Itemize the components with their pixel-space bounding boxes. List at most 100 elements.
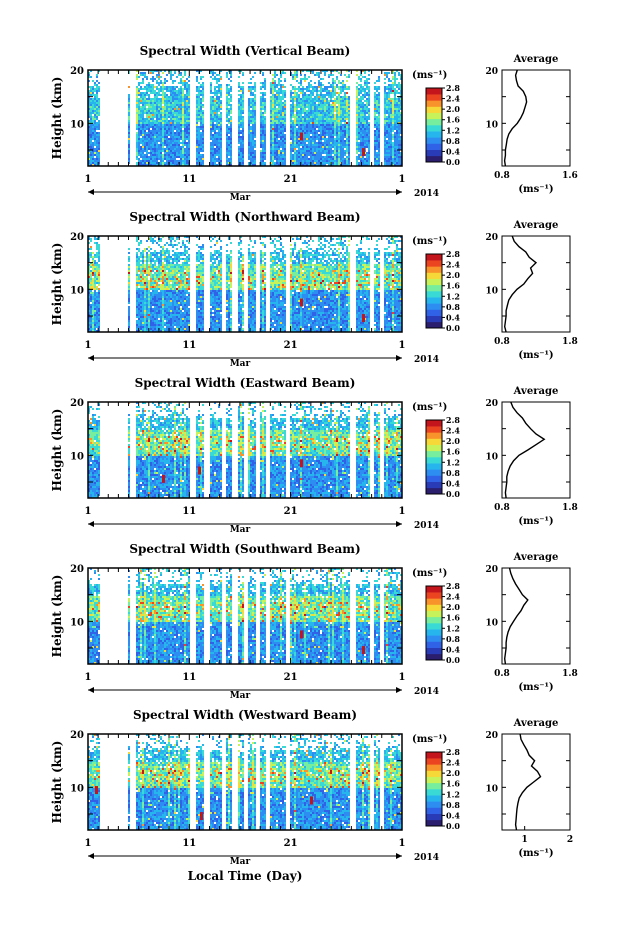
average-profile-line xyxy=(505,402,544,498)
month-label: Mar xyxy=(230,857,251,867)
avg-y-tick-label: 20 xyxy=(485,233,498,243)
colorbar xyxy=(426,254,445,328)
y-tick-label: 20 xyxy=(70,398,84,409)
avg-x-tick-label: 1 xyxy=(522,835,528,845)
avg-x-label: (ms⁻¹) xyxy=(518,682,553,693)
x-tick-label: 21 xyxy=(284,506,298,517)
colorbar-tick-label: 0.8 xyxy=(446,302,460,312)
colorbar-tick-label: 0.4 xyxy=(446,644,460,654)
average-title: Average xyxy=(513,220,559,231)
colorbar xyxy=(426,420,445,494)
y-tick-label: 20 xyxy=(70,232,84,243)
colorbar-tick-label: 0.4 xyxy=(446,810,460,820)
x-tick-label: 1 xyxy=(85,506,92,517)
avg-y-tick-label: 10 xyxy=(485,120,498,130)
x-tick-label: 11 xyxy=(182,174,196,185)
colorbar-unit: (ms⁻¹) xyxy=(412,568,447,579)
panel-title: Spectral Width (Vertical Beam) xyxy=(140,44,351,58)
avg-x-label: (ms⁻¹) xyxy=(518,350,553,361)
colorbar-tick-label: 2.0 xyxy=(446,270,460,280)
colorbar-tick-label: 2.0 xyxy=(446,602,460,612)
colorbar-tick-label: 0.0 xyxy=(446,489,460,499)
avg-x-tick-label: 1.6 xyxy=(562,171,578,181)
x-tick-label: 11 xyxy=(182,506,196,517)
colorbar-tick-label: 0.4 xyxy=(446,478,460,488)
year-label: 2014 xyxy=(414,355,439,365)
colorbar xyxy=(426,586,445,660)
colorbar-tick-label: 0.8 xyxy=(446,800,460,810)
panel-title: Spectral Width (Northward Beam) xyxy=(129,210,360,224)
colorbar-tick-label: 2.4 xyxy=(446,426,460,436)
panel-title: Spectral Width (Southward Beam) xyxy=(129,542,360,556)
avg-y-tick-label: 20 xyxy=(485,565,498,575)
month-label: Mar xyxy=(230,359,251,369)
x-axis-label: Local Time (Day) xyxy=(188,869,303,883)
colorbar-tick-label: 2.4 xyxy=(446,260,460,270)
colorbar-tick-label: 1.6 xyxy=(446,281,460,291)
avg-x-tick-label: 0.8 xyxy=(494,171,510,181)
avg-y-tick-label: 10 xyxy=(485,618,498,628)
y-axis-label: Height (km) xyxy=(50,741,64,824)
y-tick-label: 20 xyxy=(70,564,84,575)
y-axis-label: Height (km) xyxy=(50,409,64,492)
colorbar-tick-label: 2.8 xyxy=(446,415,460,425)
colorbar-tick-label: 1.6 xyxy=(446,447,460,457)
average-profile-line xyxy=(505,70,527,166)
avg-x-tick-label: 0.8 xyxy=(494,669,510,679)
avg-y-tick-label: 10 xyxy=(485,286,498,296)
average-profile-line xyxy=(505,236,536,332)
x-tick-label: 1 xyxy=(399,174,406,185)
avg-x-tick-label: 2 xyxy=(567,835,573,845)
year-label: 2014 xyxy=(414,853,439,863)
avg-x-label: (ms⁻¹) xyxy=(518,848,553,859)
avg-x-label: (ms⁻¹) xyxy=(518,184,553,195)
plot-frame xyxy=(88,734,402,830)
colorbar-tick-label: 2.0 xyxy=(446,104,460,114)
colorbar-tick-label: 1.2 xyxy=(446,789,460,799)
colorbar-tick-label: 0.0 xyxy=(446,655,460,665)
panel-3: Spectral Width (Southward Beam)1 11 21 1Mar… xyxy=(50,542,578,701)
x-tick-label: 1 xyxy=(399,340,406,351)
y-tick-label: 20 xyxy=(70,730,84,741)
colorbar-tick-label: 2.8 xyxy=(446,581,460,591)
avg-y-tick-label: 20 xyxy=(485,731,498,741)
avg-x-tick-label: 1.8 xyxy=(562,503,578,513)
average-title: Average xyxy=(513,54,559,65)
avg-x-tick-label: 1.8 xyxy=(562,337,578,347)
colorbar-tick-label: 0.0 xyxy=(446,323,460,333)
average-profile-line xyxy=(505,568,528,664)
x-tick-label: 11 xyxy=(182,838,196,849)
avg-y-tick-label: 20 xyxy=(485,399,498,409)
x-tick-label: 1 xyxy=(399,672,406,683)
y-tick-label: 10 xyxy=(70,451,84,462)
colorbar-tick-label: 1.6 xyxy=(446,779,460,789)
x-tick-label: 1 xyxy=(399,506,406,517)
y-tick-label: 10 xyxy=(70,119,84,130)
figure: Spectral Width (Vertical Beam)1 11 21 1Mar 2… xyxy=(0,0,623,931)
heatmap-cells xyxy=(88,734,402,830)
colorbar-tick-label: 2.4 xyxy=(446,758,460,768)
colorbar-unit: (ms⁻¹) xyxy=(412,236,447,247)
heatmap-cells xyxy=(88,70,402,166)
y-tick-label: 10 xyxy=(70,783,84,794)
y-axis-label: Height (km) xyxy=(50,575,64,658)
x-tick-label: 11 xyxy=(182,340,196,351)
x-tick-label: 1 xyxy=(399,838,406,849)
colorbar-tick-label: 1.2 xyxy=(446,457,460,467)
colorbar-tick-label: 2.0 xyxy=(446,768,460,778)
y-axis-label: Height (km) xyxy=(50,77,64,160)
plot-frame xyxy=(88,402,402,498)
average-title: Average xyxy=(513,386,559,397)
avg-y-tick-label: 20 xyxy=(485,67,498,77)
x-tick-label: 1 xyxy=(85,672,92,683)
y-tick-label: 10 xyxy=(70,285,84,296)
avg-y-tick-label: 10 xyxy=(485,784,498,794)
colorbar-tick-label: 2.8 xyxy=(446,747,460,757)
y-axis-label: Height (km) xyxy=(50,243,64,326)
avg-x-tick-label: 1.8 xyxy=(562,669,578,679)
